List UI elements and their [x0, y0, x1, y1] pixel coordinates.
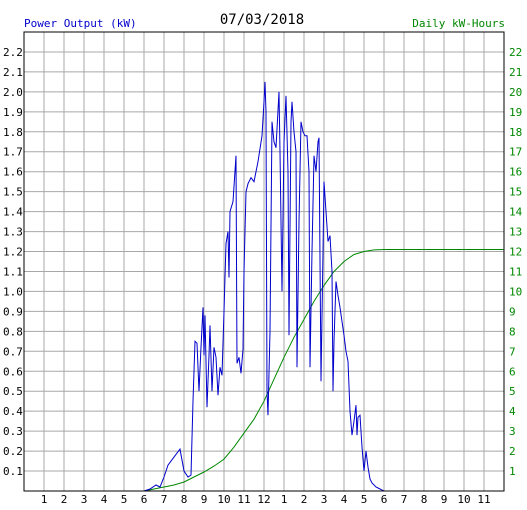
left-y-tick-label: 0.7	[3, 345, 23, 358]
right-y-tick-label: 22	[509, 46, 522, 59]
x-tick-label: 10	[457, 493, 470, 506]
x-tick-label: 10	[217, 493, 230, 506]
x-tick-label: 6	[141, 493, 148, 506]
x-tick-label: 4	[101, 493, 108, 506]
left-y-tick-label: 1.0	[3, 285, 23, 298]
x-tick-label: 12	[257, 493, 270, 506]
x-tick-label: 3	[321, 493, 328, 506]
x-tick-label: 9	[201, 493, 208, 506]
x-tick-label: 5	[361, 493, 368, 506]
right-y-tick-label: 8	[509, 325, 516, 338]
left-y-tick-label: 2.2	[3, 46, 23, 59]
x-tick-label: 3	[81, 493, 88, 506]
left-y-tick-label: 0.5	[3, 385, 23, 398]
x-tick-label: 2	[61, 493, 68, 506]
left-y-axis-ticks: 0.1 0.2 0.3 0.4 0.5 0.6 0.7 0.8 0.9 1.0 1.1 1.2 1.3 1…	[3, 46, 23, 478]
right-y-tick-label: 20	[509, 86, 522, 99]
x-tick-label: 1	[281, 493, 288, 506]
right-y-tick-label: 4	[509, 405, 516, 418]
left-axis-title: Power Output (kW)	[24, 17, 137, 30]
x-tick-label: 8	[421, 493, 428, 506]
right-y-tick-label: 13	[509, 226, 522, 239]
left-y-tick-label: 2.0	[3, 86, 23, 99]
x-tick-label: 5	[121, 493, 128, 506]
left-y-tick-label: 0.2	[3, 445, 23, 458]
left-y-tick-label: 1.4	[3, 206, 23, 219]
left-y-tick-label: 1.5	[3, 186, 23, 199]
left-y-tick-label: 0.9	[3, 305, 23, 318]
x-tick-label: 11	[477, 493, 490, 506]
left-y-tick-label: 2.1	[3, 66, 23, 79]
left-y-tick-label: 1.2	[3, 246, 23, 259]
left-y-tick-label: 1.9	[3, 106, 23, 119]
power-series-line	[143, 81, 385, 492]
x-tick-label: 11	[237, 493, 250, 506]
x-tick-label: 4	[341, 493, 348, 506]
right-y-tick-label: 2	[509, 445, 516, 458]
right-y-tick-label: 5	[509, 385, 516, 398]
right-y-tick-label: 1	[509, 465, 516, 478]
left-y-tick-label: 0.6	[3, 365, 23, 378]
chart-title: 07/03/2018	[220, 12, 304, 28]
left-y-tick-label: 0.8	[3, 325, 23, 338]
right-y-tick-label: 7	[509, 345, 516, 358]
left-y-tick-label: 0.3	[3, 425, 23, 438]
x-tick-label: 8	[181, 493, 188, 506]
x-tick-label: 7	[401, 493, 408, 506]
right-y-tick-label: 18	[509, 126, 522, 139]
x-tick-label: 6	[381, 493, 388, 506]
x-tick-label: 7	[161, 493, 168, 506]
plot-frame	[23, 31, 505, 492]
left-y-tick-label: 0.4	[3, 405, 23, 418]
right-y-tick-label: 16	[509, 166, 522, 179]
left-y-tick-label: 1.1	[3, 265, 23, 278]
right-y-tick-label: 3	[509, 425, 516, 438]
right-y-tick-label: 11	[509, 265, 522, 278]
right-y-tick-label: 19	[509, 106, 522, 119]
right-y-tick-label: 21	[509, 66, 522, 79]
right-y-tick-label: 10	[509, 285, 522, 298]
x-tick-label: 1	[41, 493, 48, 506]
left-y-tick-label: 1.8	[3, 126, 23, 139]
right-y-tick-label: 6	[509, 365, 516, 378]
x-tick-label: 9	[441, 493, 448, 506]
right-y-tick-label: 15	[509, 186, 522, 199]
left-y-tick-label: 1.6	[3, 166, 23, 179]
left-y-tick-label: 0.1	[3, 465, 23, 478]
left-y-tick-label: 1.3	[3, 226, 23, 239]
left-y-tick-label: 1.7	[3, 146, 23, 159]
right-axis-title: Daily kW-Hours	[412, 17, 505, 30]
right-y-tick-label: 12	[509, 246, 522, 259]
x-tick-label: 2	[301, 493, 308, 506]
right-y-tick-label: 9	[509, 305, 516, 318]
x-axis-ticks: 1 2 3 4 5 6 7 8 9 10 11 12 1 2 3 4 5 6 7 8 9 10 11	[41, 493, 491, 506]
right-y-tick-label: 17	[509, 146, 522, 159]
right-y-tick-label: 14	[509, 206, 523, 219]
